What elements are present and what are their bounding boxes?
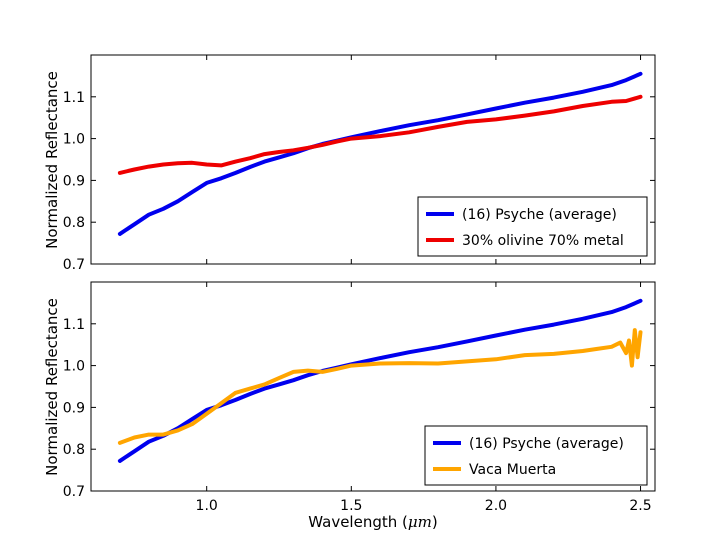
bottom-legend-box bbox=[424, 425, 648, 486]
top-series-line-30-olivine-70-metal bbox=[117, 94, 643, 175]
x-tick-label: 1.0 bbox=[196, 498, 218, 514]
top-legend-box bbox=[417, 196, 648, 257]
x-axis-label-text: Wavelength ( bbox=[308, 513, 408, 531]
x-axis-label-unit: μm bbox=[408, 513, 432, 531]
x-axis-label-close: ) bbox=[432, 513, 438, 531]
x-tick-label: 2.5 bbox=[629, 498, 651, 514]
bottom-y-tick-label: 1.0 bbox=[63, 359, 85, 375]
top-legend-label-psyche: (16) Psyche (average) bbox=[462, 207, 617, 223]
top-panel: 0.7 0.8 0.9 1.0 1.1 Normalized Reflectance (… bbox=[43, 54, 656, 273]
bottom-plot-frame bbox=[90, 281, 656, 492]
bottom-plot-layer bbox=[117, 298, 643, 463]
bottom-panel: 1.0 1.5 2.0 2.5 0.7 0.8 0.9 1.0 1.1 Normalized R… bbox=[43, 281, 656, 514]
bottom-legend-label-vaca-muerta: Vaca Muerta bbox=[469, 462, 556, 478]
top-y-axis-label: Normalized Reflectance bbox=[43, 71, 61, 249]
x-tick-label: 2.0 bbox=[485, 498, 507, 514]
bottom-y-tick-label: 0.7 bbox=[63, 484, 85, 500]
top-legend: (16) Psyche (average) 30% olivine 70% me… bbox=[417, 196, 648, 257]
top-y-tick-label: 1.0 bbox=[63, 132, 85, 148]
bottom-legend-label-psyche: (16) Psyche (average) bbox=[469, 436, 624, 452]
bottom-y-tick-label: 1.1 bbox=[63, 317, 85, 333]
top-y-tick-label: 1.1 bbox=[63, 90, 85, 106]
bottom-legend: (16) Psyche (average) Vaca Muerta bbox=[424, 425, 648, 486]
bottom-axis-layer: 1.0 1.5 2.0 2.5 0.7 0.8 0.9 1.0 1.1 bbox=[63, 282, 655, 514]
bottom-y-axis-label: Normalized Reflectance bbox=[43, 298, 61, 476]
x-axis-label: Wavelength (μm) bbox=[308, 513, 437, 531]
top-plot-layer bbox=[117, 71, 643, 236]
top-y-tick-label: 0.9 bbox=[63, 173, 85, 189]
top-y-tick-label: 0.8 bbox=[63, 215, 85, 231]
bottom-y-tick-label: 0.8 bbox=[63, 442, 85, 458]
top-legend-label-olivine-metal: 30% olivine 70% metal bbox=[462, 233, 624, 249]
top-y-tick-label: 0.7 bbox=[63, 257, 85, 273]
top-axis-layer: 0.7 0.8 0.9 1.0 1.1 bbox=[63, 55, 655, 273]
top-plot-frame bbox=[90, 54, 656, 265]
bottom-series-line-vaca-muerta bbox=[117, 328, 643, 445]
bottom-y-tick-label: 0.9 bbox=[63, 400, 85, 416]
x-tick-label: 1.5 bbox=[340, 498, 362, 514]
